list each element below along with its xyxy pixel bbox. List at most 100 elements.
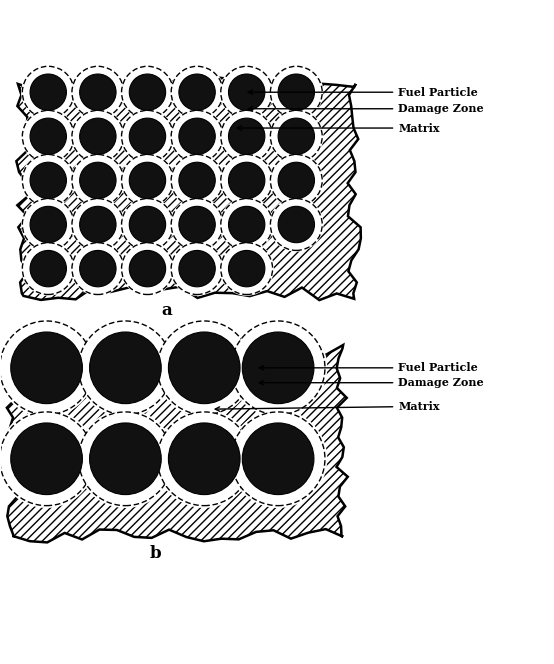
Circle shape [228,250,265,287]
Circle shape [171,110,223,162]
Circle shape [80,250,116,287]
Circle shape [0,321,94,415]
Circle shape [270,199,322,250]
Circle shape [30,74,66,110]
Circle shape [129,162,166,199]
Circle shape [278,207,315,243]
Circle shape [120,242,175,296]
Circle shape [121,110,173,162]
Circle shape [121,155,173,207]
Circle shape [179,250,216,287]
Circle shape [21,197,75,252]
Circle shape [228,162,265,199]
Text: Fuel Particle: Fuel Particle [259,363,478,373]
Circle shape [228,207,265,243]
Text: b: b [150,545,162,562]
Circle shape [22,155,74,207]
Circle shape [120,109,175,163]
Circle shape [170,109,224,163]
Polygon shape [7,343,348,542]
Circle shape [219,242,274,296]
Circle shape [219,197,274,252]
Circle shape [11,423,83,495]
Text: Damage Zone: Damage Zone [259,377,484,388]
Circle shape [270,110,322,162]
Circle shape [171,243,223,295]
Circle shape [221,66,273,118]
Circle shape [269,153,324,208]
Circle shape [120,197,175,252]
Circle shape [21,242,75,296]
Circle shape [71,109,125,163]
Circle shape [79,412,172,505]
Circle shape [221,199,273,250]
Circle shape [170,197,224,252]
Circle shape [0,410,96,508]
Circle shape [171,155,223,207]
Circle shape [171,199,223,250]
Circle shape [219,109,274,163]
Circle shape [231,412,325,505]
Circle shape [80,118,116,155]
Circle shape [80,74,116,110]
Circle shape [231,321,325,415]
Circle shape [0,412,94,505]
Text: Fuel Particle: Fuel Particle [248,87,478,98]
Circle shape [30,118,66,155]
Circle shape [120,153,175,208]
Circle shape [30,162,66,199]
Circle shape [22,199,74,250]
Circle shape [171,66,223,118]
Circle shape [129,74,166,110]
Circle shape [168,423,240,495]
Circle shape [30,207,66,243]
Circle shape [170,65,224,120]
Circle shape [157,412,251,505]
Circle shape [269,65,324,120]
Circle shape [72,199,124,250]
Circle shape [120,65,175,120]
Circle shape [179,207,216,243]
Text: a: a [161,303,172,319]
Circle shape [72,66,124,118]
Circle shape [71,242,125,296]
Circle shape [170,153,224,208]
Polygon shape [17,77,361,300]
Circle shape [129,250,166,287]
Circle shape [221,155,273,207]
Circle shape [229,319,327,417]
Circle shape [11,332,83,404]
Circle shape [270,66,322,118]
Circle shape [170,242,224,296]
Circle shape [22,110,74,162]
Circle shape [129,207,166,243]
Circle shape [269,197,324,252]
Circle shape [72,155,124,207]
Circle shape [270,155,322,207]
Circle shape [179,118,216,155]
Circle shape [121,199,173,250]
Circle shape [278,74,315,110]
Circle shape [228,118,265,155]
Circle shape [121,66,173,118]
Circle shape [21,109,75,163]
Circle shape [179,162,216,199]
Circle shape [0,319,96,417]
Circle shape [22,243,74,295]
Circle shape [71,197,125,252]
Circle shape [80,162,116,199]
Circle shape [90,423,161,495]
Circle shape [229,410,327,508]
Circle shape [242,332,314,404]
Circle shape [90,332,161,404]
Text: Matrix: Matrix [237,123,440,133]
Circle shape [155,410,253,508]
Text: Damage Zone: Damage Zone [248,104,484,114]
Circle shape [121,243,173,295]
Circle shape [21,153,75,208]
Circle shape [221,243,273,295]
Circle shape [278,118,315,155]
Circle shape [72,110,124,162]
Circle shape [157,321,251,415]
Circle shape [71,153,125,208]
